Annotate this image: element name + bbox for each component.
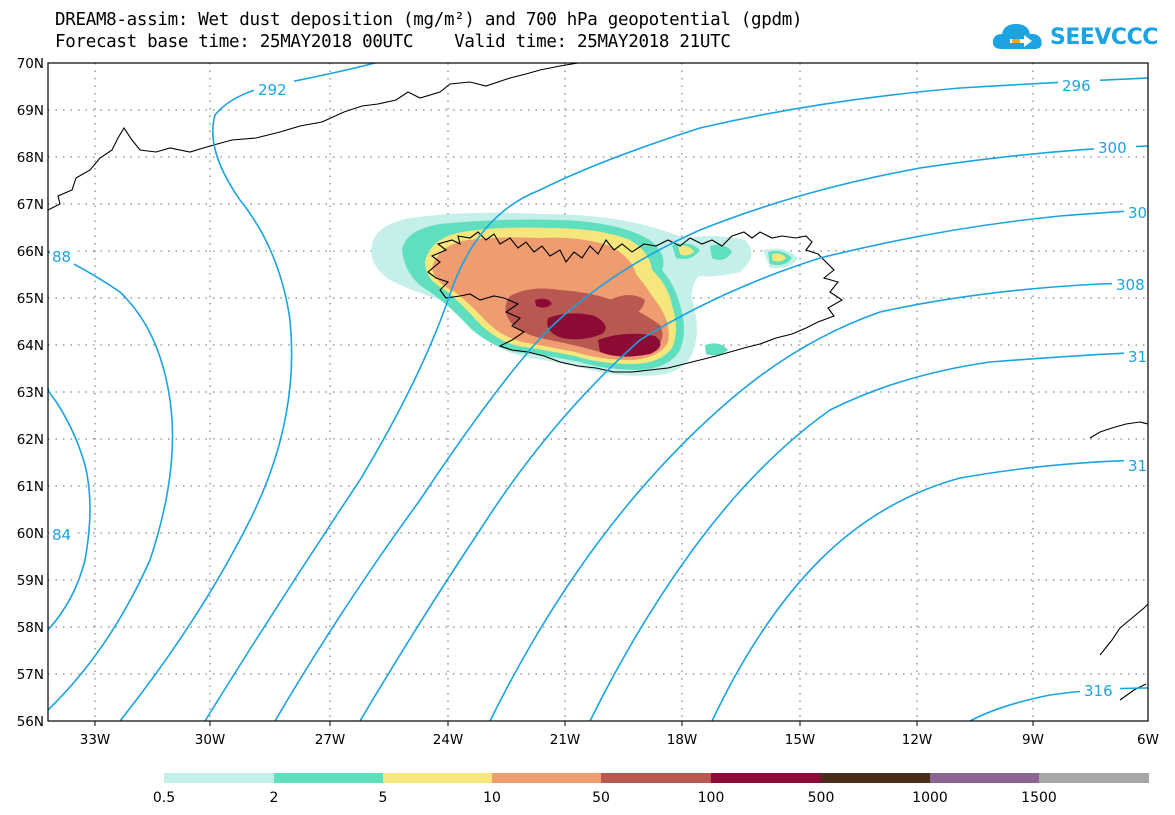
contour-288 xyxy=(48,251,174,711)
lat-label: 64N xyxy=(17,338,44,354)
dust-deposition-field xyxy=(371,212,798,376)
contour-296a xyxy=(204,77,1148,721)
greenland-coast xyxy=(48,63,579,211)
dust-level-2-e xyxy=(705,343,728,356)
contour-314 xyxy=(711,459,1148,721)
lon-label: 24W xyxy=(433,732,464,748)
axis-ticks xyxy=(94,721,1034,726)
contour-label: 316 xyxy=(1084,682,1113,700)
contour-label: 84 xyxy=(52,526,71,544)
colorbar-label: 500 xyxy=(808,790,835,806)
colorbar-label: 5 xyxy=(379,790,388,806)
contour-312 xyxy=(589,351,1148,721)
lon-label: 21W xyxy=(550,732,581,748)
map-frame xyxy=(47,62,1149,722)
dust-level-100-c xyxy=(535,298,552,308)
lat-label: 65N xyxy=(17,291,44,307)
contour-label: 296 xyxy=(1062,77,1091,95)
dust-level-100 xyxy=(547,313,606,340)
contour-label: 88 xyxy=(52,248,71,266)
lon-label: 27W xyxy=(315,732,346,748)
contour-300 xyxy=(274,145,1148,721)
contour-304 xyxy=(359,209,1148,721)
dust-level-5-c xyxy=(772,253,786,262)
map-grid xyxy=(48,63,1148,721)
lat-label: 68N xyxy=(17,150,44,166)
lat-label: 61N xyxy=(17,479,44,495)
contour-label: 31 xyxy=(1128,457,1147,475)
lat-label: 70N xyxy=(17,56,44,72)
contour-308 xyxy=(489,281,1148,721)
lon-label: 30W xyxy=(195,732,226,748)
lat-label: 57N xyxy=(17,667,44,683)
colorbar-swatch xyxy=(711,773,821,783)
scotland-coast-b xyxy=(1099,603,1148,656)
contour-label: 308 xyxy=(1116,276,1145,294)
seevccc-logo: SEEVCCC xyxy=(990,18,1158,56)
longitude-labels: 33W 30W 27W 24W 21W 18W 15W 12W 9W 6W xyxy=(80,732,1159,748)
contour-label: 30 xyxy=(1128,204,1147,222)
map-subtitle: Forecast base time: 25MAY2018 00UTC Vali… xyxy=(55,32,731,52)
lat-label: 63N xyxy=(17,385,44,401)
lon-label: 9W xyxy=(1022,732,1044,748)
colorbar-label: 1000 xyxy=(912,790,948,806)
contour-label: 300 xyxy=(1098,139,1127,157)
map-title: DREAM8-assim: Wet dust deposition (mg/m²… xyxy=(55,10,803,30)
lat-label: 58N xyxy=(17,620,44,636)
colorbar-swatch xyxy=(930,773,1039,783)
scotland-coast-c xyxy=(1119,683,1147,701)
colorbar-swatch xyxy=(1039,773,1149,783)
colorbar-label: 0.5 xyxy=(153,790,175,806)
lon-label: 15W xyxy=(785,732,816,748)
contour-labels: 292 296 300 30 308 31 31 316 88 84 xyxy=(50,76,1148,700)
geopotential-contours xyxy=(48,63,1148,721)
colorbar-label: 1500 xyxy=(1021,790,1057,806)
lat-label: 67N xyxy=(17,197,44,213)
dust-level-100-b xyxy=(598,333,661,357)
colorbar-swatch xyxy=(164,773,274,783)
colorbar-swatch xyxy=(383,773,492,783)
colorbar-swatch xyxy=(821,773,930,783)
colorbar: 0.5 2 5 10 50 100 500 1000 1500 xyxy=(153,773,1149,806)
colorbar-label: 100 xyxy=(698,790,725,806)
lat-label: 60N xyxy=(17,526,44,542)
lon-label: 12W xyxy=(902,732,933,748)
colorbar-label: 50 xyxy=(592,790,610,806)
dust-level-5-b xyxy=(678,245,694,256)
dust-level-50-b xyxy=(610,295,645,316)
lat-label: 56N xyxy=(17,714,44,730)
latitude-labels: 70N 69N 68N 67N 66N 65N 64N 63N 62N 61N … xyxy=(17,56,44,730)
cloud-arrow-icon xyxy=(992,24,1042,49)
colorbar-label: 2 xyxy=(270,790,279,806)
iceland-coast xyxy=(427,231,844,373)
contour-316 xyxy=(969,687,1148,721)
lat-label: 66N xyxy=(17,244,44,260)
colorbar-label: 10 xyxy=(483,790,501,806)
colorbar-swatch xyxy=(274,773,383,783)
contour-284 xyxy=(48,387,91,631)
colorbar-swatch xyxy=(601,773,711,783)
coastlines xyxy=(48,63,1148,701)
lon-label: 6W xyxy=(1137,732,1159,748)
lon-label: 18W xyxy=(667,732,698,748)
lat-label: 62N xyxy=(17,432,44,448)
lat-label: 59N xyxy=(17,573,44,589)
dust-level-2-c xyxy=(710,244,732,260)
logo-text: SEEVCCC xyxy=(1050,24,1158,50)
contour-label: 292 xyxy=(258,81,287,99)
lon-label: 33W xyxy=(80,732,111,748)
scotland-coast xyxy=(1089,421,1148,439)
colorbar-swatch xyxy=(492,773,601,783)
lat-label: 69N xyxy=(17,103,44,119)
contour-label: 31 xyxy=(1128,348,1147,366)
